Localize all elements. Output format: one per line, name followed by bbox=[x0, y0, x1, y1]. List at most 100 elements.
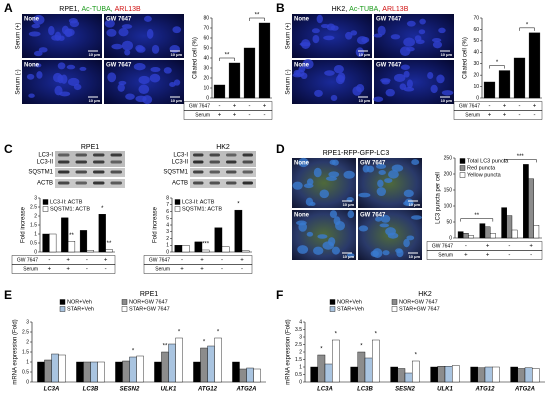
band bbox=[242, 160, 253, 164]
nucleus bbox=[403, 238, 410, 248]
bar bbox=[193, 361, 201, 383]
nucleus bbox=[317, 234, 328, 239]
nucleus bbox=[322, 241, 334, 250]
band bbox=[93, 160, 105, 164]
legend-swatch bbox=[329, 299, 336, 305]
bar bbox=[452, 365, 460, 383]
nucleus bbox=[106, 28, 117, 37]
bar bbox=[532, 368, 540, 383]
nucleus bbox=[320, 23, 330, 29]
table-cell: + bbox=[533, 104, 537, 110]
band bbox=[209, 181, 220, 185]
nucleus bbox=[121, 24, 133, 29]
bar bbox=[483, 81, 496, 99]
image-label: GW 7647 bbox=[360, 213, 386, 219]
nucleus bbox=[333, 216, 341, 226]
bar bbox=[168, 343, 176, 383]
nucleus bbox=[406, 20, 416, 27]
y-tick-label: 250 bbox=[444, 155, 453, 161]
nucleus bbox=[358, 225, 369, 232]
table-row-label: GW 7647 bbox=[17, 257, 38, 263]
band bbox=[58, 181, 70, 185]
y-tick-label: 0.5 bbox=[30, 240, 37, 246]
bar bbox=[122, 360, 130, 383]
legend-swatch bbox=[329, 306, 336, 312]
y-tick-label: 20 bbox=[203, 75, 209, 81]
table-row bbox=[183, 110, 273, 120]
image-label: GW 7647 bbox=[376, 17, 402, 23]
nucleus bbox=[331, 246, 341, 255]
nucleus bbox=[377, 25, 386, 36]
nucleus bbox=[54, 85, 63, 96]
title-part: RPE1, bbox=[59, 6, 79, 13]
y-tick-label: 0 bbox=[299, 379, 302, 385]
y-tick-label: 10 bbox=[473, 84, 479, 90]
panel-label: C bbox=[4, 142, 13, 156]
x-tick-label: LC3A bbox=[317, 387, 333, 393]
table-row-label: GW 7647 bbox=[432, 243, 453, 249]
x-tick-label: SESN2 bbox=[395, 387, 415, 393]
sig-label: * bbox=[375, 332, 378, 338]
band bbox=[93, 153, 105, 157]
bar bbox=[154, 361, 162, 383]
nucleus bbox=[346, 253, 355, 258]
bar bbox=[214, 227, 223, 253]
table-cell: + bbox=[240, 258, 244, 264]
bar bbox=[115, 361, 123, 383]
nucleus bbox=[64, 28, 75, 37]
bar bbox=[477, 367, 486, 383]
nucleus bbox=[410, 215, 422, 220]
image-label: GW 7647 bbox=[360, 161, 386, 167]
band bbox=[93, 170, 105, 174]
sig-label: *** bbox=[202, 242, 210, 248]
table-cell: - bbox=[534, 113, 536, 119]
band bbox=[193, 160, 204, 164]
legend-swatch bbox=[59, 306, 66, 312]
nucleus bbox=[133, 63, 146, 71]
y-tick-label: 8 bbox=[166, 195, 169, 201]
table-row-label: Serum bbox=[438, 252, 453, 258]
nucleus bbox=[427, 72, 434, 80]
table-cell: + bbox=[464, 253, 468, 259]
image-label: GW 7647 bbox=[106, 63, 132, 69]
bar bbox=[79, 230, 88, 253]
sig-bracket bbox=[249, 17, 265, 21]
table-row bbox=[426, 250, 543, 260]
y-tick-label: 0.5 bbox=[295, 372, 302, 378]
y-tick-label: 40 bbox=[203, 55, 209, 61]
nucleus bbox=[399, 83, 407, 91]
bar bbox=[437, 366, 446, 383]
band bbox=[75, 160, 87, 164]
nucleus bbox=[136, 45, 146, 53]
sig-label: * bbox=[203, 340, 206, 346]
chart-title: HK2 bbox=[418, 291, 432, 298]
y-tick-label: 50 bbox=[203, 45, 209, 51]
bar bbox=[310, 366, 319, 383]
y-tick-label: 2 bbox=[166, 236, 169, 242]
band bbox=[193, 181, 204, 185]
bar bbox=[213, 84, 226, 99]
bar bbox=[324, 363, 333, 383]
band-label: LC3-II bbox=[37, 160, 54, 166]
nucleus bbox=[385, 227, 396, 236]
legend-label: STAR+Veh bbox=[67, 306, 94, 312]
blot bbox=[190, 179, 256, 188]
band-label: LC3-II bbox=[172, 160, 189, 166]
scale-label: 10 µm bbox=[409, 202, 421, 207]
band bbox=[75, 153, 87, 157]
nucleus bbox=[361, 36, 370, 43]
table-cell: - bbox=[241, 267, 243, 273]
bar bbox=[510, 366, 519, 383]
x-tick-label: ATG2A bbox=[236, 387, 257, 393]
bar bbox=[397, 368, 406, 383]
nucleus bbox=[379, 223, 390, 228]
table-cell: - bbox=[530, 253, 532, 259]
y-axis-label: Ciliated cell (%) bbox=[193, 37, 199, 79]
bar bbox=[86, 249, 94, 253]
bar bbox=[181, 245, 190, 253]
bar bbox=[258, 22, 271, 99]
nucleus bbox=[356, 83, 365, 93]
nucleus bbox=[332, 159, 339, 166]
nucleus bbox=[151, 44, 160, 54]
scale-label: 10 µm bbox=[359, 98, 371, 103]
